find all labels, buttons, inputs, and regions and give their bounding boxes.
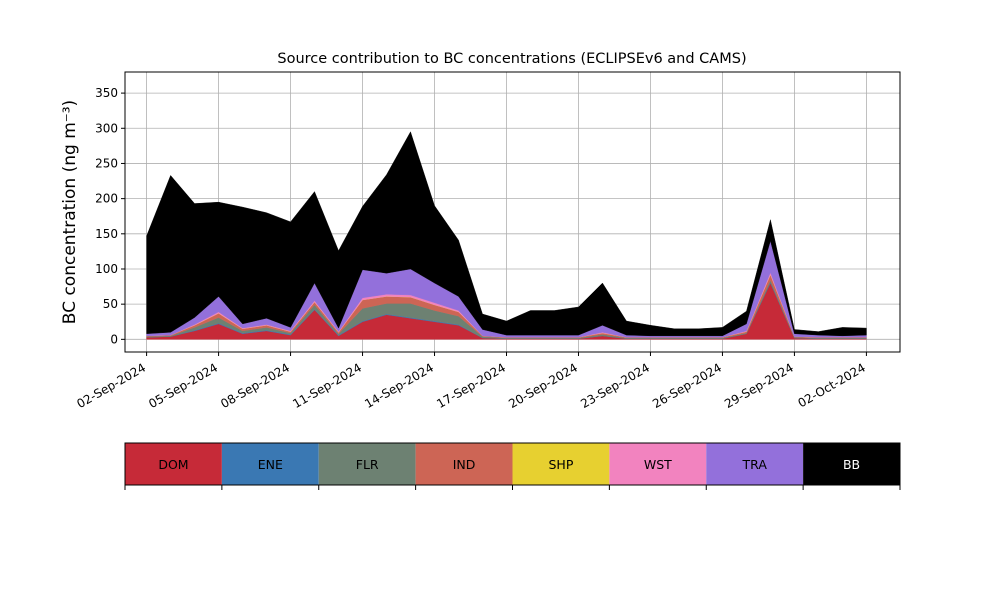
y-tick-label: 50 xyxy=(103,297,118,311)
y-tick-label: 100 xyxy=(95,262,118,276)
y-tick-label: 300 xyxy=(95,121,118,135)
legend-label: SHP xyxy=(549,457,574,472)
x-tick-label: 02-Sep-2024 xyxy=(74,360,148,411)
area-bb xyxy=(146,131,867,337)
legend-swatch-ene xyxy=(221,443,319,485)
x-tick-label: 29-Sep-2024 xyxy=(722,360,796,411)
legend-label: FLR xyxy=(356,457,379,472)
legend-label: BB xyxy=(843,457,860,472)
legend-label: TRA xyxy=(742,457,768,472)
x-tick-label: 20-Sep-2024 xyxy=(506,360,580,411)
legend-swatch-dom xyxy=(125,443,222,485)
legend-swatch-shp xyxy=(512,443,610,485)
legend-colorbar: DOM ENE FLR IND SHP WST TRA BB xyxy=(124,442,901,490)
x-tick-label: 05-Sep-2024 xyxy=(146,360,220,411)
x-axis-ticks: 02-Sep-202405-Sep-202408-Sep-202411-Sep-… xyxy=(74,352,868,411)
legend-label: DOM xyxy=(158,457,188,472)
y-tick-label: 150 xyxy=(95,227,118,241)
y-tick-label: 200 xyxy=(95,192,118,206)
x-tick-label: 17-Sep-2024 xyxy=(434,360,508,411)
y-axis-label: BC concentration (ng m⁻³) xyxy=(60,100,80,324)
y-axis-ticks: 0 50 100 150 200 250 300 350 xyxy=(95,86,125,346)
x-tick-label: 02-Oct-2024 xyxy=(795,360,867,410)
legend-swatch-bb xyxy=(803,443,900,485)
x-tick-label: 08-Sep-2024 xyxy=(218,360,292,411)
x-tick-label: 14-Sep-2024 xyxy=(362,360,436,411)
chart-title: Source contribution to BC concentrations… xyxy=(277,51,746,67)
y-tick-label: 350 xyxy=(95,86,118,100)
x-tick-label: 11-Sep-2024 xyxy=(290,360,364,411)
legend-swatch-ind xyxy=(415,443,513,485)
x-tick-label: 23-Sep-2024 xyxy=(578,360,652,411)
legend-label: WST xyxy=(644,457,672,472)
legend-swatch-flr xyxy=(318,443,416,485)
legend-label: ENE xyxy=(258,457,283,472)
legend-swatch-tra xyxy=(706,443,804,485)
y-tick-label: 0 xyxy=(110,332,118,346)
legend-label: IND xyxy=(453,457,476,472)
x-tick-label: 26-Sep-2024 xyxy=(650,360,724,411)
y-tick-label: 250 xyxy=(95,156,118,170)
plot-frame xyxy=(124,71,901,353)
stacked-areas xyxy=(146,131,867,340)
legend-swatch-wst xyxy=(609,443,707,485)
